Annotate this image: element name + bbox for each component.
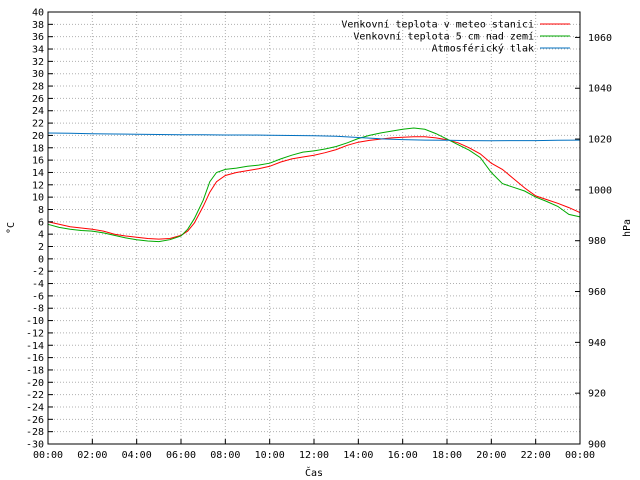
legend-label-3: Atmosférický tlak — [432, 43, 534, 55]
y-tick-label: 10 — [32, 193, 44, 204]
y-tick-label: 38 — [32, 20, 44, 31]
y-tick-label: 14 — [32, 168, 44, 179]
y-tick-label: 36 — [32, 32, 44, 43]
y2-tick-label: 980 — [588, 236, 606, 247]
y-tick-label: 40 — [32, 8, 44, 19]
y2-tick-label: 920 — [588, 389, 606, 400]
y-tick-label: 24 — [32, 106, 44, 117]
x-tick-label: 06:00 — [166, 450, 196, 461]
y-tick-label: 8 — [38, 205, 44, 216]
y-tick-label: -22 — [26, 390, 44, 401]
y2-tick-label: 1020 — [588, 135, 612, 146]
y-tick-label: -30 — [26, 440, 44, 451]
right-axis: 1060 1040 1020 1000 980 960 940 920 900 — [575, 33, 612, 451]
y-tick-label: 16 — [32, 156, 44, 167]
series-line-3 — [47, 132, 581, 142]
y-tick-label: -12 — [26, 328, 44, 339]
y-tick-label: -24 — [26, 402, 44, 413]
series-layer — [47, 127, 581, 243]
x-tick-label: 14:00 — [343, 450, 373, 461]
x-tick-label: 16:00 — [388, 450, 418, 461]
y-tick-label: 4 — [38, 230, 44, 241]
y-axis-label: °C — [6, 222, 17, 234]
y2-tick-label: 900 — [588, 440, 606, 451]
x-tick-label: 08:00 — [210, 450, 240, 461]
grid-layer — [48, 12, 580, 444]
y-tick-label: 18 — [32, 143, 44, 154]
y-tick-label: 26 — [32, 94, 44, 105]
y-tick-label: -16 — [26, 353, 44, 364]
y-tick-label: 2 — [38, 242, 44, 253]
y-tick-label: 30 — [32, 69, 44, 80]
y-tick-label: 12 — [32, 180, 44, 191]
y2-tick-label: 940 — [588, 338, 606, 349]
x-axis: 00:00 02:00 04:00 06:00 08:00 10:00 12:00 14:00… — [33, 439, 595, 461]
y-tick-label: -2 — [32, 267, 44, 278]
y-tick-label: 34 — [32, 45, 44, 56]
x-tick-label: 20:00 — [476, 450, 506, 461]
y-tick-label: -4 — [32, 279, 44, 290]
x-tick-label: 00:00 — [33, 450, 63, 461]
x-tick-label: 00:00 — [565, 450, 595, 461]
y-tick-label: -10 — [26, 316, 44, 327]
y2-axis-label: hPa — [622, 219, 633, 237]
x-tick-label: 18:00 — [432, 450, 462, 461]
x-tick-label: 22:00 — [521, 450, 551, 461]
y2-tick-label: 1000 — [588, 185, 612, 196]
legend: Venkovní teplota v meteo staniciVenkovní… — [341, 19, 570, 55]
left-axis: 4038363432302826242220181614121086420-2-… — [26, 8, 53, 451]
series-line-1 — [47, 136, 581, 240]
x-tick-label: 02:00 — [77, 450, 107, 461]
x-axis-label: Čas — [305, 466, 323, 479]
y-tick-label: -6 — [32, 291, 44, 302]
y-tick-label: -18 — [26, 365, 44, 376]
y-tick-label: -26 — [26, 415, 44, 426]
y2-tick-label: 1040 — [588, 84, 612, 95]
y-tick-label: -14 — [26, 341, 44, 352]
legend-label-1: Venkovní teplota v meteo stanici — [341, 19, 534, 31]
y-tick-label: 20 — [32, 131, 44, 142]
x-tick-label: 10:00 — [255, 450, 285, 461]
x-tick-label: 12:00 — [299, 450, 329, 461]
y-tick-label: 6 — [38, 217, 44, 228]
y2-tick-label: 960 — [588, 287, 606, 298]
legend-label-2: Venkovní teplota 5 cm nad zemí — [353, 31, 534, 43]
y-tick-label: -8 — [32, 304, 44, 315]
y2-tick-label: 1060 — [588, 33, 612, 44]
series-line-2 — [47, 127, 581, 243]
y-tick-label: 28 — [32, 82, 44, 93]
y-tick-label: 32 — [32, 57, 44, 68]
y-tick-label: 0 — [38, 254, 44, 265]
x-tick-label: 04:00 — [122, 450, 152, 461]
y-tick-label: -20 — [26, 378, 44, 389]
y-tick-label: -28 — [26, 427, 44, 438]
y-tick-label: 22 — [32, 119, 44, 130]
